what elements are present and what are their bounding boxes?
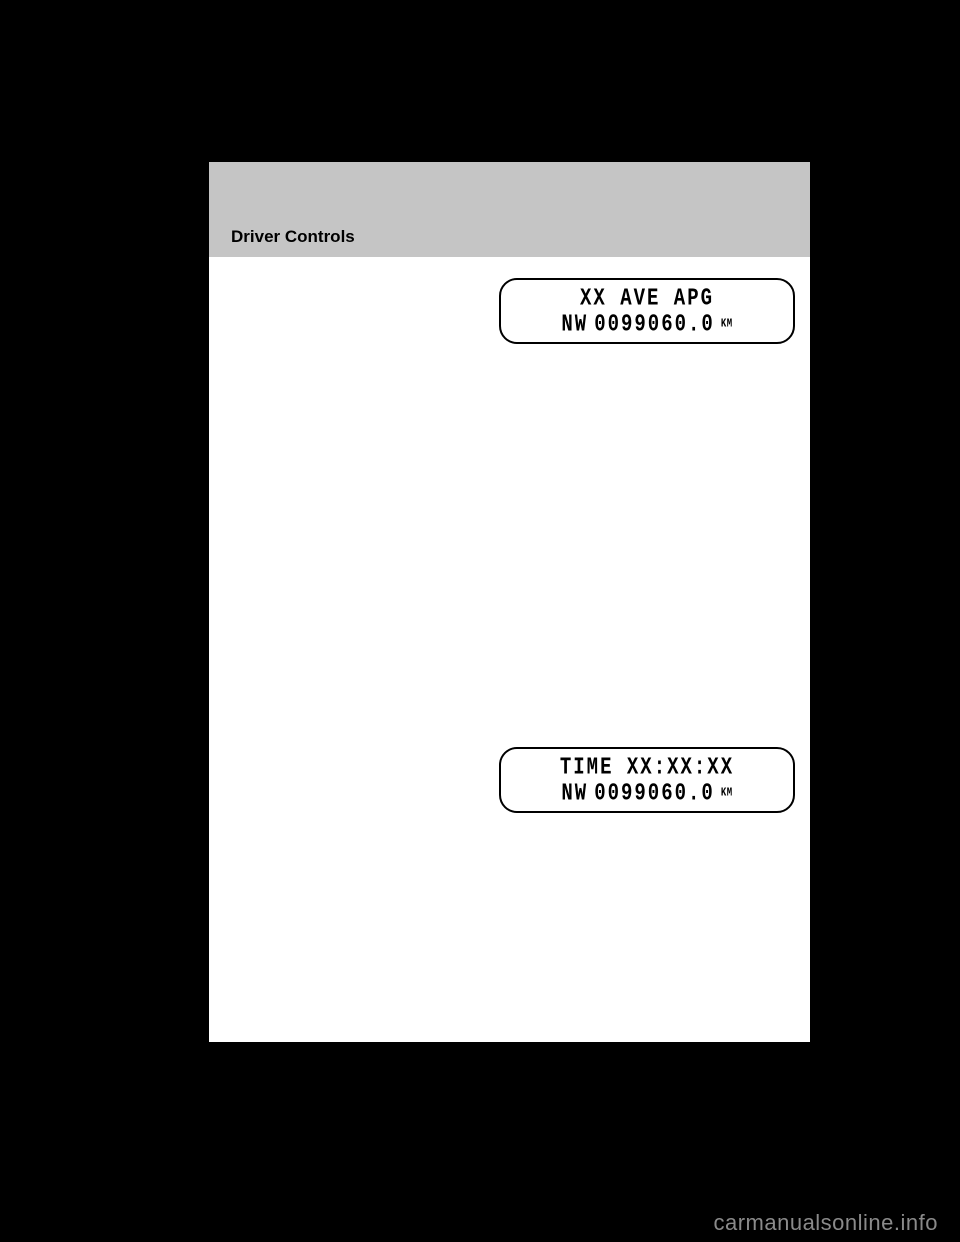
section-heading: Timer <box>235 605 505 623</box>
lcd-unit: KM <box>721 318 733 331</box>
paragraph: To operate the Timer perform the followi… <box>235 663 505 681</box>
list-item: • Differences in the automatic shut-off … <box>235 437 784 455</box>
lcd-row: XX AVE APG <box>580 287 714 309</box>
lcd-row: TIME XX:XX:XX <box>560 756 734 778</box>
page-header: Driver Controls <box>209 162 810 257</box>
manual-page: Driver Controls XX AVE APG NW 0099060.0 … <box>209 162 810 1042</box>
list-text: Differences in the automatic shut-off po… <box>243 438 721 453</box>
paragraph: 3. Press and release RESET in order to r… <box>235 724 784 742</box>
list-item: • Variations in top-off procedure from o… <box>235 457 784 475</box>
page-title: Driver Controls <box>231 227 355 247</box>
list-text: Variations in top-off procedure from one… <box>243 458 580 473</box>
lcd-line-1: TIME XX:XX:XX <box>560 753 734 781</box>
watermark-text: carmanualsonline.info <box>713 1210 938 1236</box>
list-item: • Rounding of the displayed values to th… <box>235 477 784 495</box>
lcd-odometer: 0099060.0 <box>594 779 715 807</box>
lcd-display-fuel-economy: XX AVE APG NW 0099060.0 KM <box>499 278 795 344</box>
list-item: • Your vehicle was not perfectly level d… <box>235 417 784 435</box>
paragraph: Select this function from the INFO menu … <box>235 625 505 661</box>
page-number: 84 <box>235 717 249 732</box>
lcd-line-1: XX AVE APG <box>580 284 714 312</box>
paragraph: 2. Record the highway fuel economy for f… <box>235 536 784 554</box>
list-text: Rounding of the displayed values to the … <box>243 478 625 493</box>
paragraph: It is important to press the RESET contr… <box>235 556 784 592</box>
list-text: Your vehicle was not perfectly level dur… <box>243 418 530 433</box>
lcd-row: NW 0099060.0 KM <box>561 782 732 804</box>
body-text: Average fuel economy (AVG ECON) Select t… <box>235 283 784 742</box>
lcd-compass: NW <box>561 779 588 807</box>
lcd-odometer: 0099060.0 <box>594 310 715 338</box>
paragraph: 1. Drive the vehicle at least 5 miles (8… <box>235 497 784 533</box>
section-heading: Average fuel economy (AVG ECON) <box>235 283 505 301</box>
paragraph: 2. Press RESET to pause the timer. <box>235 704 784 722</box>
lcd-row: NW 0099060.0 KM <box>561 313 732 335</box>
paragraph: Select this function from the INFO menu … <box>235 303 505 358</box>
paragraph: 1. Press and release RESET in order to s… <box>235 683 784 701</box>
page-content: XX AVE APG NW 0099060.0 KM TIME XX:XX:XX… <box>209 257 810 742</box>
lcd-unit: KM <box>721 787 733 800</box>
paragraph: If you calculate your average fuel econo… <box>235 360 784 415</box>
lcd-display-timer: TIME XX:XX:XX NW 0099060.0 KM <box>499 747 795 813</box>
lcd-compass: NW <box>561 310 588 338</box>
